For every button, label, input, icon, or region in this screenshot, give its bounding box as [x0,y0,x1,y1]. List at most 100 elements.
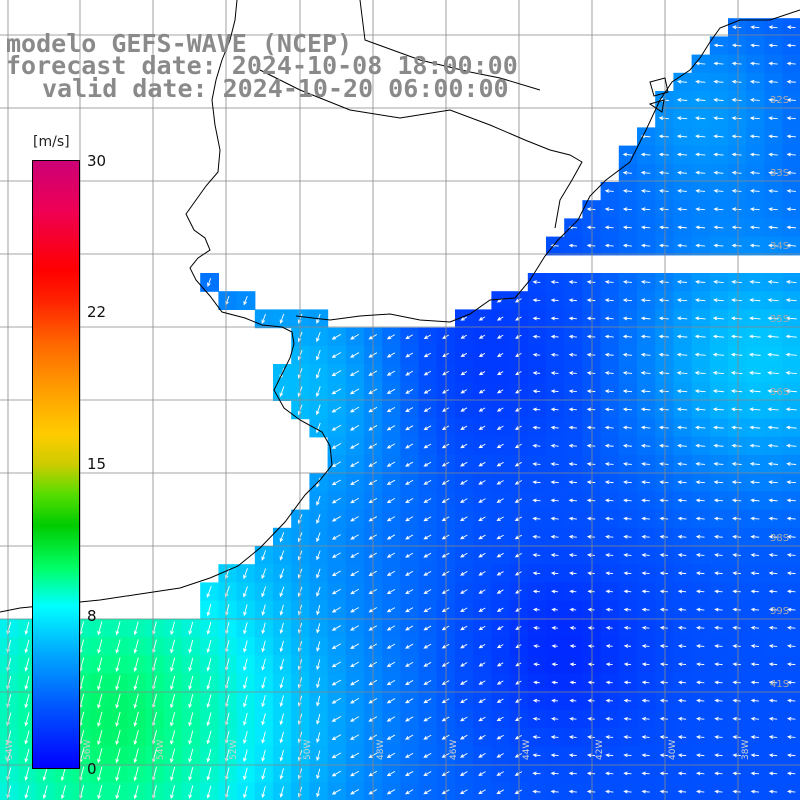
latitude-label: 33S [770,168,789,179]
wind-arrow [24,767,30,781]
wind-arrow [749,98,760,102]
wind-arrow [405,789,414,795]
wind-arrow [640,407,651,412]
wind-arrow [622,170,633,175]
wind-arrow [676,98,688,102]
wind-arrow [786,571,796,576]
wind-arrow [586,225,596,230]
wind-arrow [478,389,486,394]
wind-arrow [714,644,723,648]
wind-arrow [623,625,632,630]
wind-arrow [115,711,121,727]
latitude-labels: 32S 33S 34S 35S 36S 38S 39S 41S [770,95,789,690]
wind-arrow [677,170,687,175]
wind-arrow [677,553,687,557]
wind-arrow [768,25,778,30]
wind-arrow [750,716,760,721]
wind-arrow [641,771,650,776]
wind-arrow [207,278,212,288]
wind-arrow [261,313,266,324]
wind-arrow [97,729,103,746]
wind-arrow [115,784,121,800]
wind-arrow [713,79,724,84]
wind-arrow [731,170,742,175]
wind-arrow [169,712,176,727]
wind-arrow [460,589,468,594]
wind-arrow [713,170,724,175]
latitude-label: 34S [770,241,789,252]
wind-arrow [405,443,414,449]
wind-arrow [640,316,651,321]
wind-arrow [243,604,248,617]
wind-arrow [749,225,760,230]
wind-arrow [24,639,30,654]
wind-arrow [405,661,414,667]
wind-arrow [695,589,705,594]
wind-arrow [386,752,396,758]
wind-arrow [188,694,194,709]
wind-arrow [331,479,341,486]
wind-arrow [24,730,30,745]
wind-arrow [496,607,504,612]
wind-arrow [694,352,706,357]
wind-arrow [331,552,341,558]
wind-arrow [24,712,30,727]
wind-arrow [188,748,194,763]
wind-arrow [786,771,796,776]
wind-arrow [568,316,577,321]
wind-arrow [785,334,797,339]
wind-arrow [405,407,414,413]
wind-arrow [768,625,778,630]
wind-arrow [331,752,342,759]
wind-arrow [550,352,559,357]
wind-arrow [604,334,614,339]
wind-arrow [568,389,577,394]
wind-arrow [695,225,706,230]
wind-arrow [641,735,650,739]
wind-arrow [586,443,596,448]
wind-arrow [695,134,706,139]
wind-arrow [768,789,778,794]
wind-arrow [623,516,632,521]
wind-arrow [550,498,559,503]
wind-arrow [676,334,688,339]
wind-arrow [315,422,321,434]
wind-arrow [640,443,651,448]
wind-arrow [405,534,414,540]
wind-arrow [695,170,706,175]
wind-arrow [713,189,724,193]
wind-arrow [732,716,741,721]
wind-arrow [478,443,486,449]
wind-arrow [133,657,139,673]
wind-arrow [496,625,504,631]
wind-arrow [785,316,797,321]
wind-arrow [712,334,725,339]
wind-arrow [331,516,341,522]
wind-arrow [331,643,342,649]
wind-arrow [586,352,596,357]
wind-arrow [786,662,796,667]
wind-arrow [641,589,650,594]
wind-arrow [170,766,176,782]
wind-arrow [243,749,248,763]
wind-arrow [550,789,559,794]
wind-arrow [604,207,614,212]
wind-arrow [731,480,742,485]
wind-arrow [731,134,742,139]
wind-arrow [316,750,321,762]
wind-arrow [767,370,779,375]
wind-arrow [97,711,103,727]
wind-arrow [550,480,559,485]
wind-arrow [604,407,614,412]
wind-arrow [206,639,212,654]
wind-arrow [586,316,596,321]
wind-arrow [550,298,559,303]
wind-arrow [622,298,633,303]
wind-arrow [97,748,103,764]
wind-arrow [694,371,706,375]
wind-arrow [331,443,342,449]
wind-arrow [587,589,595,594]
wind-arrow [767,407,779,412]
